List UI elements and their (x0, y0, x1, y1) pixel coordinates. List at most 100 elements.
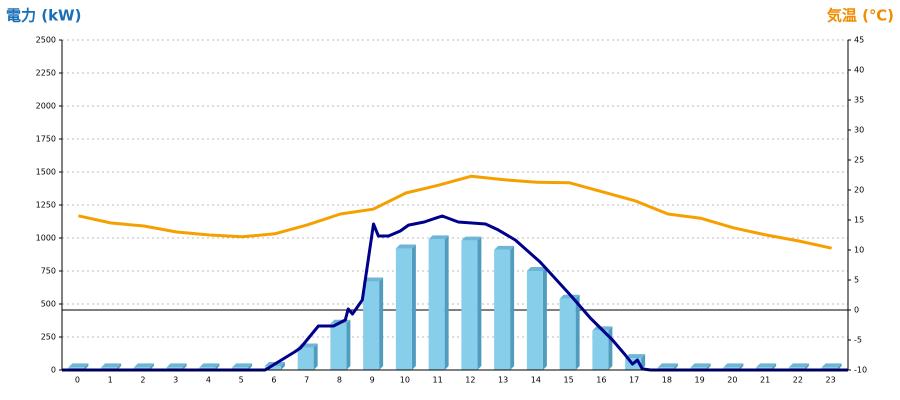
x-tick-label: 1 (108, 376, 113, 385)
y2-tick-label: 20 (854, 186, 864, 195)
bar-top (526, 267, 547, 271)
bar-side (215, 363, 220, 370)
y-tick-label: 1250 (36, 201, 56, 210)
x-tick-label: 5 (239, 376, 244, 385)
line (62, 214, 848, 372)
bar-top (461, 236, 482, 241)
y2-tick-label: -10 (854, 366, 867, 375)
bar (592, 330, 609, 370)
x-tick-label: 23 (826, 376, 836, 385)
y2-tick-label: 0 (854, 306, 859, 315)
bar-side (280, 362, 285, 370)
bar-side (575, 294, 580, 370)
y-tick-label: 2500 (36, 36, 56, 45)
x-tick-label: 3 (173, 376, 178, 385)
bar-top (199, 363, 220, 368)
y2-tick-label: 10 (854, 246, 864, 255)
x-tick-label: 8 (337, 376, 342, 385)
bar-top (68, 363, 89, 368)
bar-side (411, 244, 416, 370)
bar-side (379, 277, 384, 370)
bar-top (723, 363, 744, 368)
bar-side (739, 363, 744, 370)
y2-tick-label: 35 (854, 96, 864, 105)
x-tick-label: 20 (727, 376, 737, 385)
x-tick-label: 17 (629, 376, 639, 385)
bar (526, 271, 543, 370)
y-tick-label: 2250 (36, 69, 56, 78)
bar-side (444, 235, 449, 370)
bar (461, 240, 478, 370)
bar-top (756, 363, 777, 368)
bar-top (133, 363, 154, 368)
bar-side (542, 267, 547, 370)
bar-side (837, 363, 842, 370)
x-tick-label: 7 (304, 376, 309, 385)
x-tick-label: 18 (662, 376, 672, 385)
bar-side (149, 363, 154, 370)
x-tick-label: 14 (531, 376, 541, 385)
bar-side (182, 363, 187, 370)
bar-top (166, 363, 187, 368)
y-tick-label: 1000 (36, 234, 56, 243)
x-tick-label: 15 (564, 376, 574, 385)
bar-top (625, 354, 646, 359)
bar-side (510, 245, 515, 370)
x-tick-label: 2 (140, 376, 145, 385)
y-tick-label: 250 (41, 333, 56, 342)
x-tick-label: 4 (206, 376, 211, 385)
bar-top (494, 245, 515, 250)
y2-axis-title: 気温 (℃) (827, 7, 894, 25)
y-tick-label: 1500 (36, 168, 56, 177)
bar-side (117, 363, 122, 370)
bar (559, 298, 576, 370)
bar (330, 323, 347, 370)
x-tick-label: 19 (695, 376, 705, 385)
bar (494, 249, 511, 370)
bar-side (477, 236, 482, 370)
bar-top (428, 235, 449, 240)
x-tick-label: 0 (75, 376, 80, 385)
y-tick-label: 750 (41, 267, 56, 276)
bar (297, 347, 314, 370)
bar-side (313, 343, 318, 370)
bar-side (84, 363, 89, 370)
y2-tick-label: 45 (854, 36, 864, 45)
y2-tick-label: 15 (854, 216, 864, 225)
x-tick-label: 11 (433, 376, 443, 385)
y2-tick-label: 30 (854, 126, 864, 135)
bar (428, 239, 445, 370)
x-tick-label: 9 (370, 376, 375, 385)
bar (264, 366, 281, 370)
x-tick-label: 6 (271, 376, 276, 385)
bar-top (232, 363, 253, 368)
y2-tick-label: 40 (854, 66, 864, 75)
bar-top (395, 244, 416, 249)
bar-side (346, 319, 351, 370)
y2-tick-label: -5 (854, 336, 862, 345)
x-tick-label: 16 (596, 376, 606, 385)
bar-side (804, 363, 809, 370)
bar-side (673, 363, 678, 370)
bar-top (363, 277, 384, 282)
bar-side (248, 363, 253, 370)
bar-side (608, 326, 613, 370)
bar (395, 248, 412, 370)
y-tick-label: 0 (51, 366, 56, 375)
x-tick-label: 10 (400, 376, 410, 385)
y-tick-label: 2000 (36, 102, 56, 111)
x-tick-label: 13 (498, 376, 508, 385)
y2-tick-label: 25 (854, 156, 864, 165)
y-tick-label: 500 (41, 300, 56, 309)
y-axis-title: 電力 (kW) (6, 7, 81, 25)
bar-top (821, 363, 842, 368)
bar-top (788, 363, 809, 368)
y2-tick-label: 5 (854, 276, 859, 285)
y-tick-label: 1750 (36, 135, 56, 144)
x-tick-label: 21 (760, 376, 770, 385)
bar-top (690, 363, 711, 368)
x-tick-label: 22 (793, 376, 803, 385)
x-tick-label: 12 (465, 376, 475, 385)
line (78, 174, 832, 250)
